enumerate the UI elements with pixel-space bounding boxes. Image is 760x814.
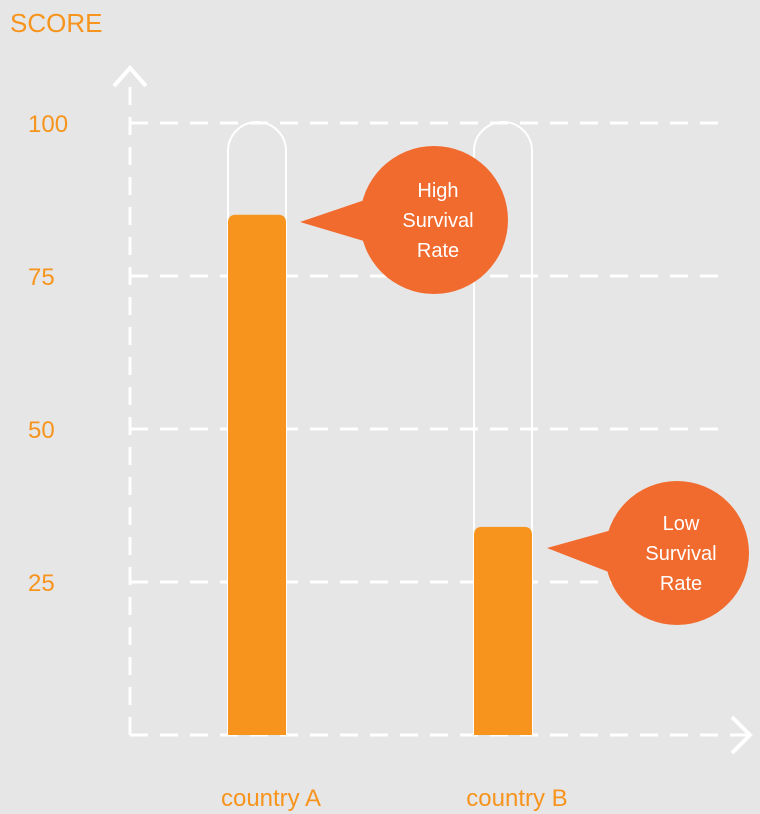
callout-high-survival: High Survival Rate: [300, 146, 508, 294]
x-axis-arrow-icon: [730, 715, 753, 755]
bar-country-A: [228, 214, 286, 736]
bar-country-B: [474, 526, 532, 735]
x-category-label: country B: [466, 785, 567, 812]
callout-text-line: Low: [663, 513, 700, 535]
bars: [227, 121, 533, 736]
callouts: High Survival Rate Low Survival Rate: [300, 146, 749, 625]
y-axis-arrow-icon: [112, 64, 148, 88]
bar-track: [473, 121, 533, 735]
callout-bubble: [360, 146, 508, 294]
callout-text-line: Survival: [402, 210, 473, 232]
y-axis-title: SCORE: [10, 8, 102, 38]
y-tick-label: 100: [28, 111, 68, 138]
y-tick-label: 75: [28, 264, 55, 291]
x-category-labels: country A country B: [221, 785, 568, 812]
callout-bubble: [605, 481, 749, 625]
x-category-label: country A: [221, 785, 321, 812]
y-tick-label: 50: [28, 417, 55, 444]
callout-low-survival: Low Survival Rate: [547, 481, 749, 625]
callout-text-line: Survival: [645, 543, 716, 565]
callout-text-line: Rate: [660, 573, 702, 595]
bar-track: [227, 121, 287, 735]
callout-text-line: Rate: [417, 240, 459, 262]
y-tick-label: 25: [28, 570, 55, 597]
y-tick-labels: 25 50 75 100: [28, 111, 68, 597]
callout-text-line: High: [417, 180, 458, 202]
